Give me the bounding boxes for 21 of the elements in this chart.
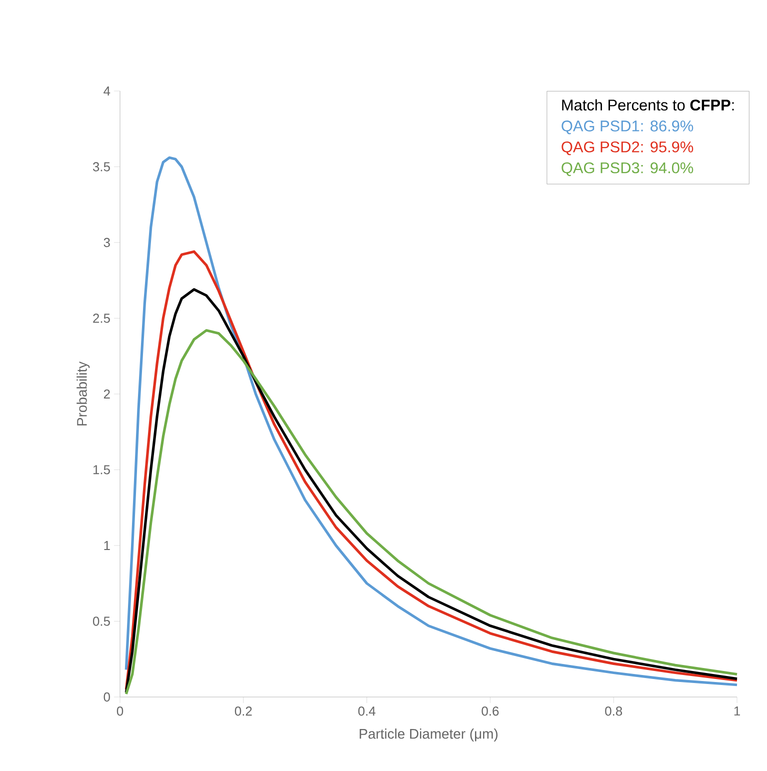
y-tick-label: 0.5 xyxy=(92,616,110,626)
x-axis-title: Particle Diameter (μm) xyxy=(360,728,498,742)
legend-title: Match Percents to CFPP: xyxy=(562,99,734,111)
y-tick-label: 2 xyxy=(104,389,110,399)
y-tick-label: 0 xyxy=(104,692,110,702)
x-tick-label: 0.4 xyxy=(358,706,376,716)
x-tick-label: 0 xyxy=(116,706,124,716)
y-tick-label: 3.5 xyxy=(92,162,110,172)
x-tick-label: 0.2 xyxy=(234,706,252,716)
y-axis-title: Probability xyxy=(76,361,90,426)
y-tick-label: 2.5 xyxy=(93,314,110,323)
y-tick-label: 1.5 xyxy=(93,465,110,474)
text: QAG PSD3: 94.0% xyxy=(562,162,694,176)
x-tick-label: 0.8 xyxy=(605,706,622,716)
x-tick-label: 1 xyxy=(734,706,740,716)
text: QAG PSD2: 95.9% xyxy=(562,141,694,156)
y-tick-label: 3 xyxy=(104,238,110,248)
text: QAG PSD1: 86.9% xyxy=(562,120,694,134)
y-tick-label: 4 xyxy=(104,86,110,96)
y-tick-label: 1 xyxy=(104,541,110,550)
x-tick-label: 0.6 xyxy=(482,706,499,716)
